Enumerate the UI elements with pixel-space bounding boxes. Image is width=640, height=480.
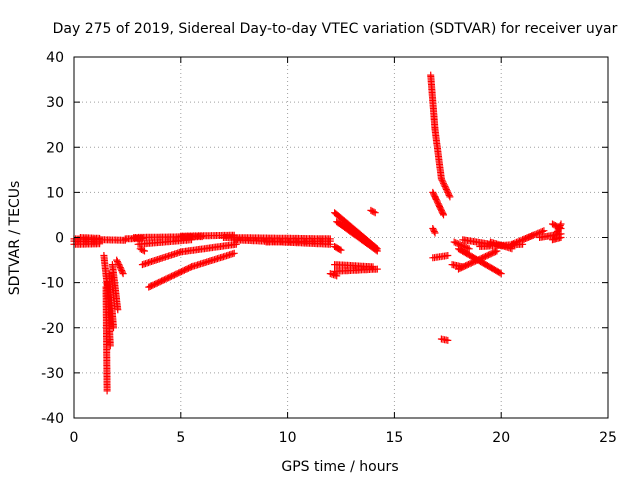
x-tick-label: 15 (385, 430, 403, 446)
data-point-track (333, 218, 381, 255)
data-point-track (549, 234, 565, 244)
data-point-track (455, 247, 501, 273)
x-tick-label: 0 (70, 430, 79, 446)
data-point-track (76, 234, 104, 242)
data-point-track (326, 270, 341, 280)
data-point-track (427, 71, 439, 133)
chart-title: Day 275 of 2019, Sidereal Day-to-day VTE… (53, 21, 618, 37)
y-tick-label: 30 (46, 95, 64, 111)
data-point-track (331, 265, 381, 275)
data-point-track (437, 335, 452, 344)
data-points (70, 71, 565, 395)
data-point-track (96, 236, 129, 244)
data-point-track (262, 237, 334, 246)
data-point-track (519, 227, 548, 244)
data-point-track (108, 261, 122, 314)
x-tick-label: 25 (599, 430, 617, 446)
y-tick-label: 40 (46, 50, 64, 66)
y-tick-label: 10 (46, 185, 64, 201)
y-tick-label: -20 (41, 321, 64, 337)
x-tick-label: 5 (176, 430, 185, 446)
data-point-track (138, 248, 185, 269)
data-point-track (429, 252, 452, 262)
data-point-track (331, 243, 345, 254)
data-point-track (105, 270, 117, 332)
data-point-track (177, 240, 240, 256)
data-point-track (431, 125, 445, 183)
x-axis-title: GPS time / hours (281, 459, 398, 475)
axis-ticks (73, 56, 609, 419)
data-point-track (553, 220, 565, 237)
data-point-track (429, 225, 439, 237)
data-point-track (188, 249, 238, 271)
data-point-track (136, 245, 148, 255)
data-point-track (367, 206, 379, 217)
y-axis-title: SDTVAR / TECUs (7, 181, 23, 296)
tick-labels: 0 5 10 15 20 25 -40 -30 -20 -10 0 10 20 30 40 (41, 50, 617, 446)
data-point-track (113, 256, 127, 278)
y-tick-label: 0 (55, 231, 64, 247)
data-point-track (437, 175, 454, 201)
y-tick-label: -40 (41, 411, 64, 427)
data-point-track (450, 238, 473, 253)
y-tick-label: 20 (46, 140, 64, 156)
x-tick-label: 20 (492, 430, 510, 446)
x-tick-label: 10 (279, 430, 297, 446)
data-point-track (429, 188, 447, 219)
data-point-track (145, 263, 195, 291)
data-point-track (487, 238, 516, 253)
data-point-track (134, 236, 195, 248)
y-tick-label: -10 (41, 276, 64, 292)
y-tick-label: -30 (41, 366, 64, 382)
